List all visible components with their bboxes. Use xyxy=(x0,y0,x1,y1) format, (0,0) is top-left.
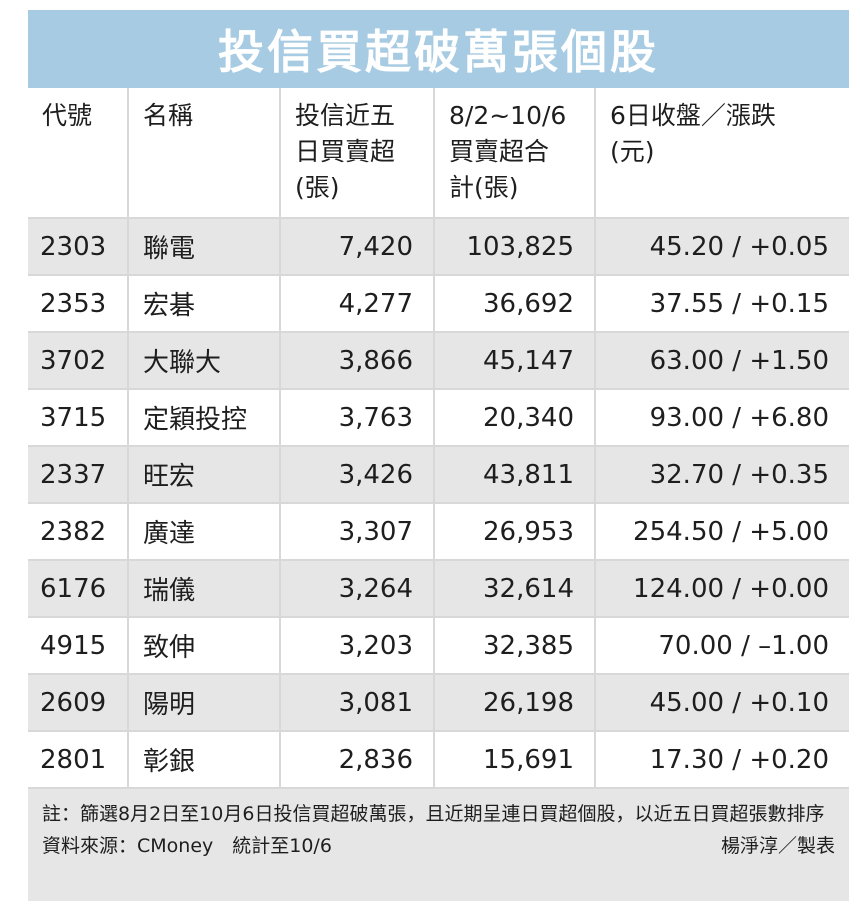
cell-name: 致伸 xyxy=(128,617,281,675)
cell-code: 2337 xyxy=(28,446,129,504)
cell-net5: 2,836 xyxy=(280,731,435,789)
header-row: 代號 名稱 投信近五 日買賣超 (張) 8/2~10/6 買賣超合 計(張) 6… xyxy=(28,88,849,219)
cell-total: 26,198 xyxy=(434,674,596,732)
cell-name: 定穎投控 xyxy=(128,389,281,447)
cell-code: 2801 xyxy=(28,731,129,789)
cell-name: 聯電 xyxy=(128,218,281,276)
cell-net5: 3,763 xyxy=(280,389,435,447)
cell-total: 20,340 xyxy=(434,389,596,447)
cell-code: 4915 xyxy=(28,617,129,675)
cell-close: 254.50 / +5.00 xyxy=(595,503,849,561)
cell-total: 103,825 xyxy=(434,218,596,276)
cell-code: 6176 xyxy=(28,560,129,618)
cell-name: 廣達 xyxy=(128,503,281,561)
header-net5: 投信近五 日買賣超 (張) xyxy=(280,88,435,219)
cell-close: 70.00 / –1.00 xyxy=(595,617,849,675)
cell-close: 93.00 / +6.80 xyxy=(595,389,849,447)
table-row: 2303 聯電 7,420 103,825 45.20 / +0.05 xyxy=(28,218,849,276)
cell-code: 2353 xyxy=(28,275,129,333)
source-text: 資料來源：CMoney 統計至10/6 xyxy=(42,835,332,857)
cell-total: 32,614 xyxy=(434,560,596,618)
cell-net5: 3,264 xyxy=(280,560,435,618)
table-row: 3702 大聯大 3,866 45,147 63.00 / +1.50 xyxy=(28,332,849,390)
cell-total: 15,691 xyxy=(434,731,596,789)
table-row: 2353 宏碁 4,277 36,692 37.55 / +0.15 xyxy=(28,275,849,333)
table-row: 2337 旺宏 3,426 43,811 32.70 / +0.35 xyxy=(28,446,849,504)
table-row: 2801 彰銀 2,836 15,691 17.30 / +0.20 xyxy=(28,731,849,789)
page-title: 投信買超破萬張個股 xyxy=(218,25,659,79)
cell-name: 旺宏 xyxy=(128,446,281,504)
cell-total: 36,692 xyxy=(434,275,596,333)
table-row: 3715 定穎投控 3,763 20,340 93.00 / +6.80 xyxy=(28,389,849,447)
header-code: 代號 xyxy=(28,88,129,219)
cell-name: 宏碁 xyxy=(128,275,281,333)
table-row: 6176 瑞儀 3,264 32,614 124.00 / +0.00 xyxy=(28,560,849,618)
cell-net5: 3,426 xyxy=(280,446,435,504)
cell-total: 32,385 xyxy=(434,617,596,675)
data-table: 代號 名稱 投信近五 日買賣超 (張) 8/2~10/6 買賣超合 計(張) 6… xyxy=(28,88,849,789)
credit-text: 楊淨淳／製表 xyxy=(720,835,835,857)
cell-code: 2382 xyxy=(28,503,129,561)
table-row: 4915 致伸 3,203 32,385 70.00 / –1.00 xyxy=(28,617,849,675)
cell-code: 2303 xyxy=(28,218,129,276)
cell-net5: 3,081 xyxy=(280,674,435,732)
cell-close: 17.30 / +0.20 xyxy=(595,731,849,789)
cell-close: 63.00 / +1.50 xyxy=(595,332,849,390)
cell-close: 37.55 / +0.15 xyxy=(595,275,849,333)
cell-code: 3702 xyxy=(28,332,129,390)
cell-net5: 3,203 xyxy=(280,617,435,675)
cell-name: 彰銀 xyxy=(128,731,281,789)
cell-code: 2609 xyxy=(28,674,129,732)
cell-total: 45,147 xyxy=(434,332,596,390)
cell-net5: 3,307 xyxy=(280,503,435,561)
cell-close: 32.70 / +0.35 xyxy=(595,446,849,504)
footer: 註：篩選8月2日至10月6日投信買超破萬張，且近期呈連日買超個股，以近五日買超張… xyxy=(28,789,849,901)
cell-total: 43,811 xyxy=(434,446,596,504)
stock-table-graphic: 投信買超破萬張個股 代號 名稱 投信近五 日買賣超 (張) 8/2~10/6 買… xyxy=(28,10,849,901)
table-row: 2382 廣達 3,307 26,953 254.50 / +5.00 xyxy=(28,503,849,561)
cell-net5: 3,866 xyxy=(280,332,435,390)
footnote: 註：篩選8月2日至10月6日投信買超破萬張，且近期呈連日買超個股，以近五日買超張… xyxy=(42,803,825,825)
header-close: 6日收盤／漲跌 (元) xyxy=(595,88,849,219)
table-row: 2609 陽明 3,081 26,198 45.00 / +0.10 xyxy=(28,674,849,732)
source-row: 資料來源：CMoney 統計至10/6 楊淨淳／製表 xyxy=(42,831,835,861)
cell-name: 陽明 xyxy=(128,674,281,732)
cell-name: 大聯大 xyxy=(128,332,281,390)
cell-close: 45.20 / +0.05 xyxy=(595,218,849,276)
header-name: 名稱 xyxy=(128,88,281,219)
title-bar: 投信買超破萬張個股 xyxy=(28,10,849,88)
cell-close: 45.00 / +0.10 xyxy=(595,674,849,732)
header-total: 8/2~10/6 買賣超合 計(張) xyxy=(434,88,596,219)
cell-close: 124.00 / +0.00 xyxy=(595,560,849,618)
cell-total: 26,953 xyxy=(434,503,596,561)
cell-net5: 4,277 xyxy=(280,275,435,333)
cell-code: 3715 xyxy=(28,389,129,447)
cell-net5: 7,420 xyxy=(280,218,435,276)
cell-name: 瑞儀 xyxy=(128,560,281,618)
